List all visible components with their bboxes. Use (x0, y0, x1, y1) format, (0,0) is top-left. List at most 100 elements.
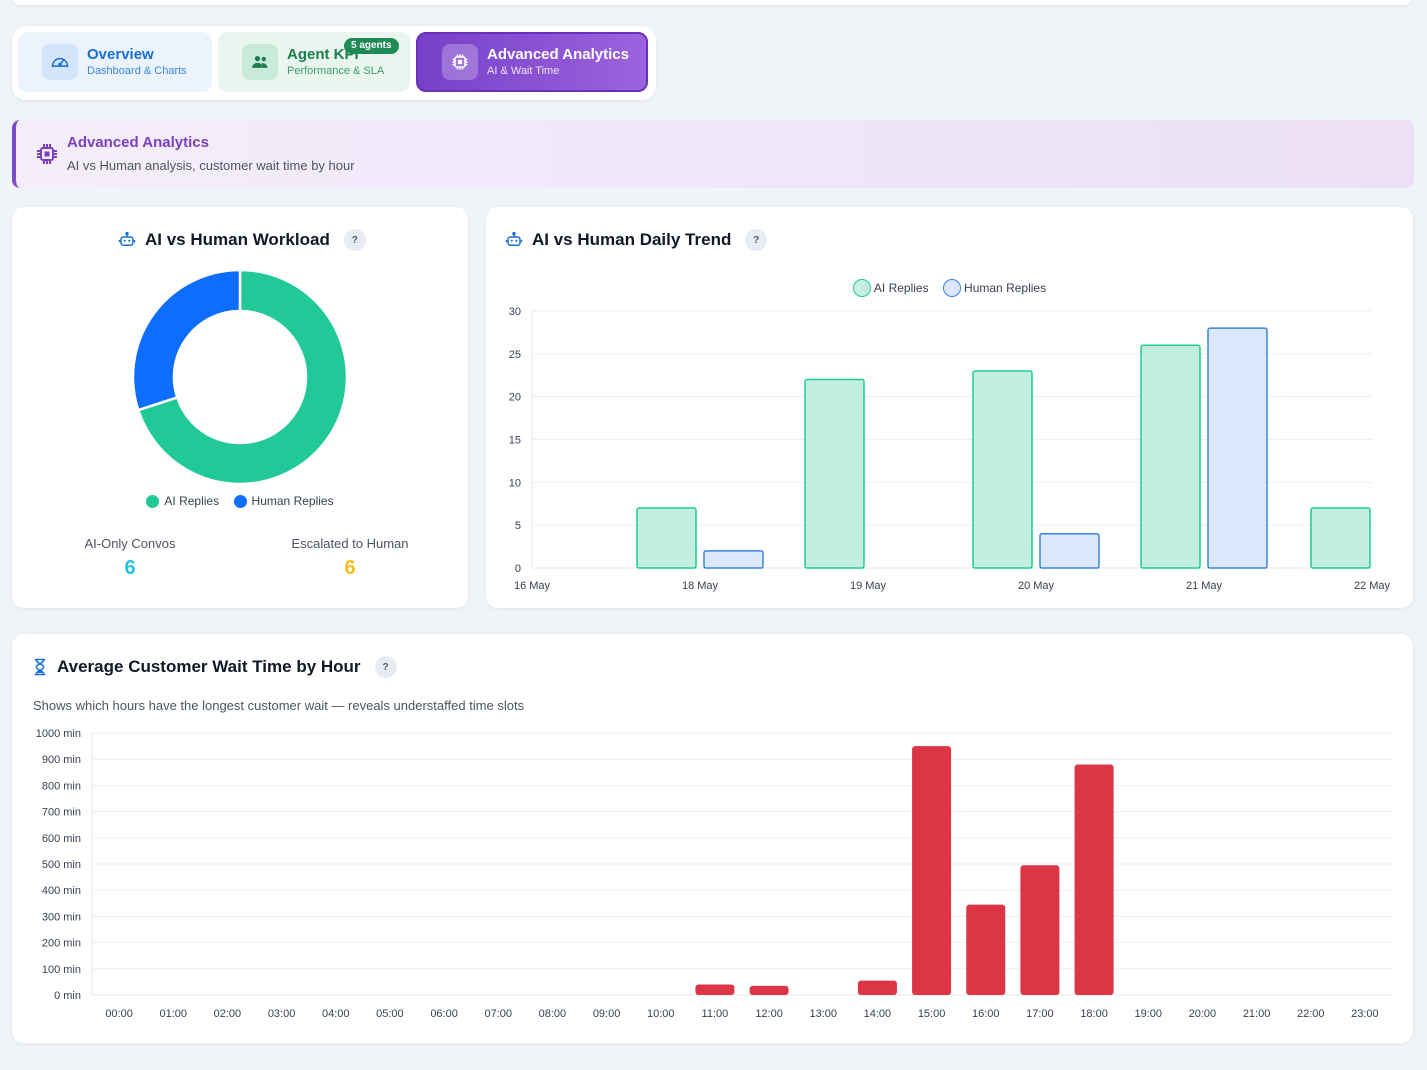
tab-agent-title: Agent KPI (287, 45, 359, 63)
y-tick-label: 900 min (42, 754, 81, 766)
bar-human-21-May (1207, 327, 1268, 569)
donut-legend: AI Replies Human Replies (12, 494, 468, 513)
x-tick-label: 04:00 (322, 1008, 350, 1020)
bar-human-18-May (703, 550, 764, 569)
y-tick-label: 300 min (42, 911, 81, 923)
escalated-label: Escalated to Human (291, 536, 409, 551)
x-tick-label: 19:00 (1134, 1008, 1162, 1020)
legend-human-replies[interactable]: Human Replies (943, 279, 1046, 297)
workload-title-row: AI vs Human Workload ? (118, 229, 366, 251)
legend-ai-replies[interactable]: AI Replies (852, 279, 929, 297)
wait-time-card: Average Customer Wait Time by Hour ? Sho… (12, 634, 1413, 1043)
agents-count-badge: 5 agents (344, 38, 399, 54)
legend-human-swatch (233, 494, 247, 508)
bar-wait-1100 (695, 984, 735, 995)
chip-icon (442, 44, 478, 80)
users-icon (242, 44, 278, 80)
x-tick-label: 13:00 (809, 1008, 837, 1020)
workload-card: AI vs Human Workload ? AI Replies Human … (12, 207, 468, 608)
legend-ai-label: AI Replies (873, 281, 929, 295)
donut-slice-human (131, 268, 242, 412)
tab-agent-subtitle: Performance & SLA (287, 64, 385, 77)
x-tick-label: 12:00 (755, 1008, 783, 1020)
y-tick-label: 30 (509, 306, 521, 318)
legend-human-label: Human Replies (964, 281, 1047, 295)
y-tick-label: 0 min (54, 990, 81, 1002)
y-tick-label: 800 min (42, 780, 81, 792)
trend-title-row: AI vs Human Daily Trend ? (505, 229, 768, 251)
y-tick-label: 1000 min (36, 728, 81, 740)
hourglass-icon (32, 658, 48, 676)
wait-help-button[interactable]: ? (374, 656, 397, 678)
x-tick-label: 00:00 (105, 1008, 133, 1020)
x-tick-label: 22 May (1354, 580, 1391, 592)
tab-overview-title: Overview (87, 45, 154, 63)
y-tick-label: 5 (515, 520, 521, 532)
x-tick-label: 15:00 (918, 1008, 946, 1020)
x-tick-label: 17:00 (1026, 1008, 1054, 1020)
legend-human-replies[interactable]: Human Replies (233, 494, 334, 508)
x-tick-label: 23:00 (1351, 1008, 1379, 1020)
bar-ai-22-May (1310, 507, 1371, 569)
tab-overview[interactable]: Overview Dashboard & Charts (18, 32, 212, 92)
y-tick-label: 200 min (42, 938, 81, 950)
tab-agent-kpi[interactable]: Agent KPI Performance & SLA 5 agents (218, 32, 410, 92)
wait-time-chart: 0 min 100 min 200 min 300 min 400 min 500 min… (36, 728, 1392, 1020)
y-tick-label: 100 min (42, 964, 81, 976)
x-tick-label: 20:00 (1189, 1008, 1217, 1020)
donut-slice-ai (136, 268, 349, 486)
chip-icon (35, 142, 59, 171)
tab-advanced-analytics[interactable]: Advanced Analytics AI & Wait Time (416, 32, 648, 92)
bar-wait-1800 (1074, 764, 1114, 995)
x-tick-label: 02:00 (214, 1008, 242, 1020)
legend-human-swatch (943, 279, 962, 297)
workload-donut-chart (131, 268, 349, 486)
x-tick-label: 18 May (682, 580, 719, 592)
trend-legend: AI Replies Human Replies (486, 279, 1413, 302)
bar-wait-1200 (749, 985, 789, 995)
x-tick-label: 18:00 (1080, 1008, 1108, 1020)
tab-advanced-title: Advanced Analytics (487, 45, 629, 63)
bar-ai-19-May (804, 378, 865, 569)
y-tick-label: 15 (509, 435, 521, 447)
legend-ai-label: AI Replies (164, 494, 220, 508)
x-tick-label: 16 May (514, 580, 551, 592)
legend-ai-replies[interactable]: AI Replies (146, 494, 219, 508)
bar-wait-1600 (966, 904, 1006, 995)
x-tick-label: 06:00 (430, 1008, 458, 1020)
x-tick-label: 08:00 (539, 1008, 567, 1020)
bar-ai-21-May (1140, 344, 1201, 569)
workload-help-button[interactable]: ? (343, 229, 366, 251)
x-tick-label: 01:00 (159, 1008, 187, 1020)
x-tick-label: 09:00 (593, 1008, 621, 1020)
legend-human-label: Human Replies (251, 494, 334, 508)
bar-wait-1500 (912, 746, 952, 995)
tab-overview-subtitle: Dashboard & Charts (87, 64, 187, 77)
x-tick-label: 21:00 (1243, 1008, 1271, 1020)
x-tick-label: 03:00 (268, 1008, 296, 1020)
y-tick-label: 600 min (42, 833, 81, 845)
y-tick-label: 700 min (42, 807, 81, 819)
y-tick-label: 0 (515, 563, 521, 575)
legend-ai-swatch (852, 279, 871, 297)
daily-trend-chart: 0 5 10 15 20 25 30 16 May 18 May 19 May 20 May 21 M… (509, 306, 1391, 592)
wait-title: Average Customer Wait Time by Hour (57, 657, 361, 676)
x-tick-label: 16:00 (972, 1008, 1000, 1020)
trend-title: AI vs Human Daily Trend (532, 230, 732, 249)
banner-title: Advanced Analytics (67, 134, 209, 151)
workload-title: AI vs Human Workload (145, 230, 330, 249)
bar-wait-1400 (857, 980, 897, 995)
x-tick-label: 14:00 (864, 1008, 892, 1020)
wait-subtitle: Shows which hours have the longest custo… (33, 698, 525, 713)
robot-icon (118, 231, 136, 249)
bar-ai-20-May (972, 370, 1033, 569)
bar-human-20-May (1039, 532, 1100, 569)
ai-only-value: 6 (124, 557, 136, 579)
y-tick-label: 25 (509, 349, 521, 361)
x-tick-label: 21 May (1186, 580, 1223, 592)
x-tick-label: 20 May (1018, 580, 1055, 592)
x-tick-label: 11:00 (702, 1008, 729, 1020)
y-tick-label: 20 (509, 392, 521, 404)
ai-only-label: AI-Only Convos (84, 536, 176, 551)
trend-help-button[interactable]: ? (745, 229, 768, 251)
